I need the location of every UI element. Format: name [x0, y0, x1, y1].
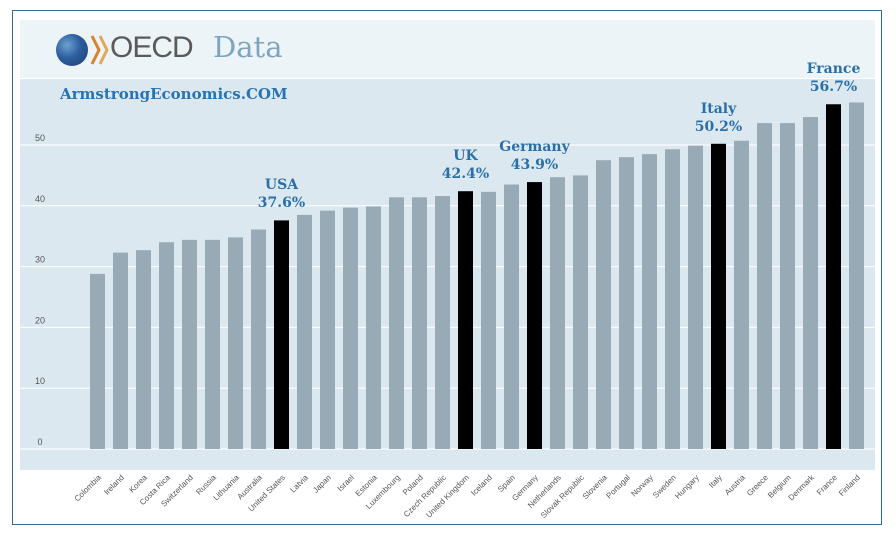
y-tick-label: 40: [35, 194, 45, 204]
bar-sweden: [665, 149, 680, 450]
annotation-value: 50.2%: [694, 118, 743, 135]
bar-estonia: [366, 206, 381, 449]
bar-portugal: [619, 157, 634, 449]
oecd-logo-text: OECD: [110, 31, 194, 64]
oecd-globe-icon: [56, 34, 88, 66]
bar-iceland: [481, 191, 496, 450]
bar-czech-republic: [435, 196, 450, 449]
annotation-name: Italy: [700, 100, 737, 117]
x-tick-label: Denmark: [787, 472, 817, 502]
bar-germany: [527, 182, 542, 449]
x-tick-label: Spain: [496, 473, 517, 494]
bar-netherlands: [550, 177, 565, 449]
bar-united-states: [274, 220, 289, 449]
header-band: [20, 20, 875, 78]
data-section-title: Data: [213, 30, 283, 64]
bar-france: [826, 104, 841, 449]
oecd-chevron-icon: [90, 35, 109, 65]
bar-switzerland: [182, 239, 197, 449]
bar-latvia: [297, 214, 312, 449]
watermark-text: ArmstrongEconomics.COM: [60, 85, 288, 103]
annotation-value: 42.4%: [441, 166, 490, 183]
x-tick-label: Italy: [707, 473, 724, 490]
annotation-italy: Italy 50.2%: [679, 100, 759, 136]
bar-greece: [757, 123, 772, 449]
bar-japan: [320, 210, 335, 449]
bar-costa-rica: [159, 242, 174, 449]
y-tick-label: 20: [35, 315, 45, 325]
x-tick-label: Finland: [837, 473, 862, 498]
x-tick-label: Hungary: [673, 473, 701, 501]
annotation-value: 37.6%: [257, 195, 306, 212]
x-tick-label: United Kingdom: [424, 473, 471, 520]
annotation-france: France 56.7%: [794, 60, 874, 96]
bar-israel: [343, 207, 358, 449]
bar-finland: [849, 102, 864, 449]
x-tick-label: Austria: [723, 473, 747, 497]
bar-colombia: [90, 273, 105, 449]
y-tick-label: 10: [35, 376, 45, 386]
annotation-name: USA: [264, 177, 299, 194]
bar-luxembourg: [389, 197, 404, 449]
bar-poland: [412, 197, 427, 449]
bar-ireland: [113, 252, 128, 449]
x-tick-label: Slovak Republic: [539, 473, 586, 520]
bar-denmark: [803, 117, 818, 450]
annotation-name: Germany: [499, 139, 570, 156]
bar-belgium: [780, 123, 795, 449]
x-tick-label: Slovenia: [581, 473, 609, 501]
annotation-name: France: [806, 61, 861, 78]
x-tick-label: Israel: [336, 473, 356, 493]
bar-slovak-republic: [573, 175, 588, 449]
annotation-value: 43.9%: [510, 157, 559, 174]
annotation-uk: UK 42.4%: [426, 147, 506, 183]
y-tick-label: 0: [37, 437, 42, 447]
annotation-value: 56.7%: [809, 79, 858, 96]
annotation-usa: USA 37.6%: [242, 176, 322, 212]
x-tick-label: Japan: [311, 473, 333, 495]
bar-spain: [504, 184, 519, 449]
bar-italy: [711, 143, 726, 449]
y-tick-label: 50: [35, 133, 45, 143]
x-tick-label: France: [815, 473, 839, 497]
bar-united-kingdom: [458, 191, 473, 449]
annotation-name: UK: [453, 148, 478, 165]
bar-russia: [205, 239, 220, 449]
x-tick-label: Portugal: [604, 473, 632, 501]
x-tick-label: Iceland: [469, 473, 494, 498]
x-tick-label: Ireland: [102, 473, 126, 497]
bar-lithuania: [228, 237, 243, 449]
bar-norway: [642, 154, 657, 449]
bar-australia: [251, 229, 266, 449]
bar-austria: [734, 140, 749, 449]
bar-hungary: [688, 145, 703, 449]
x-tick-label: Colombia: [73, 473, 104, 504]
bar-slovenia: [596, 160, 611, 449]
bar-korea: [136, 250, 151, 449]
y-tick-label: 30: [35, 255, 45, 265]
annotation-germany: Germany 43.9%: [495, 138, 575, 174]
x-tick-label: Lithuania: [212, 473, 242, 503]
x-tick-label: Latvia: [288, 473, 310, 495]
